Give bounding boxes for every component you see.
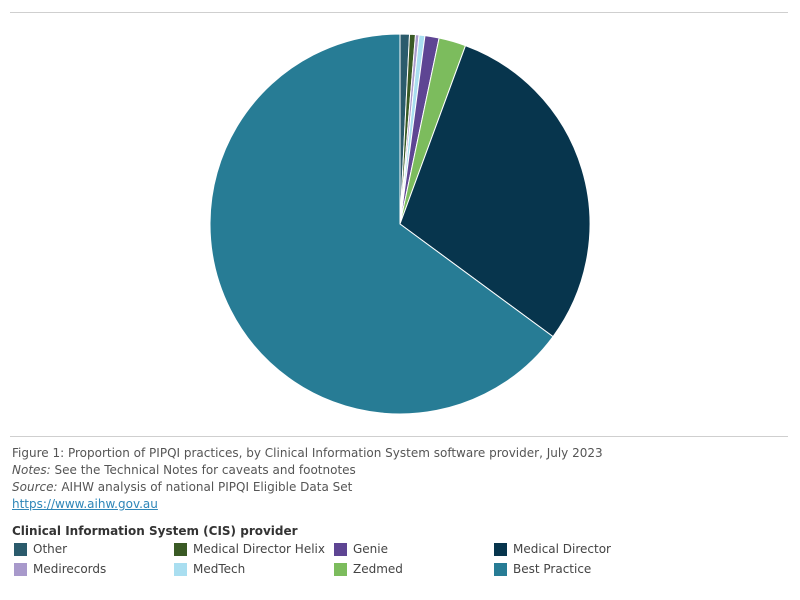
notes-line: Notes: See the Technical Notes for cavea… — [12, 462, 603, 479]
legend-swatch — [334, 562, 347, 576]
legend-swatch — [14, 562, 27, 576]
figure-title: Figure 1: Proportion of PIPQI practices,… — [12, 446, 603, 460]
legend-label: MedTech — [193, 562, 246, 576]
pie-chart — [209, 33, 591, 415]
notes-label: Notes: — [12, 463, 51, 477]
legend-swatch — [174, 542, 187, 556]
legend-item-other[interactable]: Other — [14, 541, 67, 557]
legend-swatch — [334, 542, 347, 556]
legend-item-medtech[interactable]: MedTech — [174, 561, 245, 577]
legend-item-best-practice[interactable]: Best Practice — [494, 561, 591, 577]
legend-label: Zedmed — [353, 562, 403, 576]
notes-text: See the Technical Notes for caveats and … — [50, 463, 356, 477]
legend-item-medirecords[interactable]: Medirecords — [14, 561, 106, 577]
source-text: AIHW analysis of national PIPQI Eligible… — [57, 480, 353, 494]
legend-title: Clinical Information System (CIS) provid… — [12, 524, 298, 538]
pie-slice-best-practice[interactable] — [209, 33, 554, 415]
legend-label: Medical Director — [513, 542, 611, 556]
legend-swatch — [494, 562, 507, 576]
legend-label: Other — [33, 542, 68, 556]
legend-item-medical-director-helix[interactable]: Medical Director Helix — [174, 541, 325, 557]
caption-divider — [10, 436, 788, 437]
legend-item-zedmed[interactable]: Zedmed — [334, 561, 403, 577]
legend-label: Medical Director Helix — [193, 542, 325, 556]
legend-swatch — [14, 542, 27, 556]
figure-caption: Figure 1: Proportion of PIPQI practices,… — [12, 445, 603, 513]
legend-item-medical-director[interactable]: Medical Director — [494, 541, 611, 557]
pie-slice-medical-director[interactable] — [399, 44, 591, 338]
legend-item-genie[interactable]: Genie — [334, 541, 388, 557]
legend-label: Best Practice — [513, 562, 592, 576]
legend-swatch — [174, 562, 187, 576]
source-link-line: https://www.aihw.gov.au — [12, 496, 603, 513]
aihw-link[interactable]: https://www.aihw.gov.au — [12, 497, 158, 511]
source-label: Source: — [12, 480, 58, 494]
legend-label: Genie — [353, 542, 389, 556]
legend-label: Medirecords — [33, 562, 107, 576]
legend-swatch — [494, 542, 507, 556]
top-divider — [10, 12, 788, 13]
source-line: Source: AIHW analysis of national PIPQI … — [12, 479, 603, 496]
